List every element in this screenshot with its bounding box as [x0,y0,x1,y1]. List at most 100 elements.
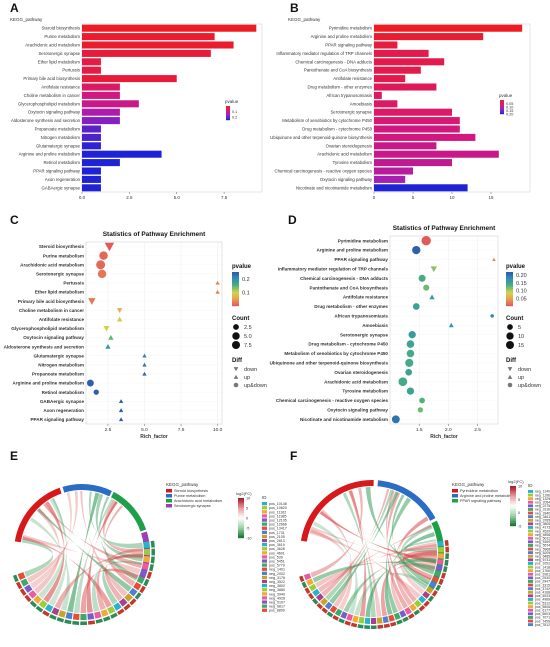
b-xtick-label: 15 [488,195,494,200]
f-id-label: pos_2947 [535,580,550,584]
c-colorbar-step [232,283,239,285]
d-size-legend-label: 10 [518,334,524,340]
f-scale-step [510,487,516,490]
a-colorbar-step [226,117,230,119]
f-id-swatch [528,572,533,576]
a-colorbar-step [226,117,230,119]
d-category-label: Antifolate resistance [343,295,389,300]
e-id-swatch [262,502,267,506]
c-category-label: Antifolate resistance [39,317,85,322]
b-bar [374,49,429,57]
e-id-arc [133,582,142,591]
a-bar [82,24,257,32]
b-colorbar-step [500,112,504,114]
f-fc-block [299,575,305,583]
d-colorbar-step [506,273,513,276]
d-category-label: Ubiquinone and other terpenoid-quinone b… [270,361,389,366]
e-id-label: pos_3619 [269,543,285,547]
a-bar [82,184,101,192]
b-bar [374,24,523,32]
d-category-label: African trypanosomiasis [334,314,388,319]
d-size-legend-title: Count [506,316,523,322]
e-scale-step [238,511,244,514]
f-id-label: pos_2530 [535,576,550,580]
f-pathway-arc [300,479,374,542]
b-category-label: Metabolism of xenobiotics by cytochrome … [282,118,372,123]
c-colorbar-step [232,301,239,304]
e-fc-block [29,600,38,608]
e-id-label: neg_3880 [269,588,285,592]
e-id-label: neg_3522 [269,580,285,584]
e-id-arc [38,599,48,609]
a-colorbar-step [226,113,230,115]
e-id-swatch [262,543,267,547]
a-category-label: Aldosterone synthesis and secretion [11,118,81,123]
f-id-arc [433,570,442,578]
e-id-label: pos_5779 [269,564,285,568]
c-point [118,399,124,403]
f-ribbon [342,492,376,617]
d-shape-legend-label: up&down [518,383,541,389]
f-fc-block [370,625,377,629]
b-category-label: Arachidonic acid metabolism [317,152,372,157]
f-id-label: pos_3742 [535,587,550,591]
c-colorbar-step [232,304,239,307]
d-colorbar-step [506,289,513,291]
b-bar [374,41,398,49]
e-id-label: neg_2002 [269,572,285,576]
d-point [412,245,421,255]
a-colorbar-tick: 0.2 [232,116,237,120]
d-colorbar-step [506,290,513,293]
e-id-arc [139,569,148,578]
e-scale-step [238,516,244,519]
f-id-swatch [528,562,533,565]
f-ribbon [348,490,367,617]
a-xtick-label: 2.5 [126,195,133,200]
c-title: Statistics of Pathway Enrichment [103,231,206,238]
e-id-swatch [262,559,267,563]
b-colorbar-step [500,105,504,107]
f-scale-step [510,521,516,523]
e-id-label: neg_6817 [269,605,285,609]
e-id-swatch [262,588,267,592]
c-size-legend-label: 2.5 [244,325,252,331]
e-legend-swatch [166,499,172,503]
d-shape-legend-both [507,382,513,388]
c-point [93,389,99,395]
c-point [118,417,124,422]
f-id-label: pos_4533 [535,594,550,598]
f-fc-block [304,587,311,595]
b-colorbar-tick: 0.05 [506,102,513,106]
f-ribbon [365,559,437,617]
d-point [448,322,454,328]
a-colorbar-step [226,110,230,112]
f-id-arc [437,547,445,553]
a-xtick-label: 0.0 [79,195,86,200]
a-bar [82,91,120,99]
f-ribbon [310,528,353,611]
b-bar [374,150,499,158]
e-fc-block [95,618,103,624]
a-bar [82,117,120,125]
f-scale-step [510,516,516,518]
f-id-label: pos_2081 [535,573,550,577]
f-id-arc [418,595,427,604]
d-point [490,314,494,318]
d-size-legend-dot [506,332,514,340]
b-category-label: PPAR signaling pathway [325,43,373,48]
d-point [406,349,415,358]
e-id-label: neg_3940 [269,592,285,596]
e-id-arc [44,603,54,613]
e-ribbon [48,497,67,607]
d-shape-legend-title: Diff [506,358,517,364]
f-legend-label: Pyrimidine metabolism [460,489,498,493]
b-colorbar-step [500,100,504,101]
c-xtick-label: 2.5 [105,427,112,433]
e-legend-title: KEGG_pathway [166,482,199,487]
a-colorbar-step [226,110,230,112]
e-id-label: pos_3628 [269,547,285,551]
e-fc-block [117,608,125,616]
f-scale-tick: -5 [518,525,521,529]
d-colorbar-step [506,303,513,305]
c-colorbar-step [232,281,239,284]
